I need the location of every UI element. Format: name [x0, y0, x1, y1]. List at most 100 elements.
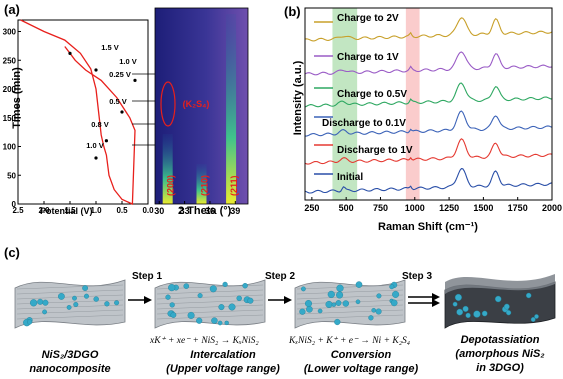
annotation-label: 0.5 V	[109, 97, 127, 106]
amorphous-nis2-particle	[454, 293, 462, 301]
kxnis2-particle	[168, 284, 176, 292]
amorphous-nis2-particle	[503, 303, 510, 310]
caption-line: (amorphous NiS₂	[455, 348, 545, 360]
amorphous-nis2-particle	[465, 312, 471, 319]
raman-series-line	[304, 138, 553, 165]
mesh-line	[296, 309, 404, 315]
series-label-charge-1v: Charge to 1V	[337, 52, 399, 63]
caption-line: Depotassiation	[460, 334, 540, 346]
caption-line: (Upper voltage range)	[166, 363, 280, 375]
kxnis2-particle	[209, 285, 217, 293]
step-2-label: Step 2	[265, 271, 296, 282]
annotation-label: 0.8 V	[91, 120, 109, 129]
y-tick-label: 300	[3, 28, 17, 37]
caption-line: nanocomposite	[29, 363, 111, 375]
raman-series-line	[305, 110, 553, 137]
raman-series-line	[304, 82, 553, 108]
annotation-label: 1.0 V	[86, 141, 104, 150]
equation-intercalation: xK⁺ + xe⁻ + NiS₂ → KₓNiS₂	[150, 336, 259, 346]
x-tick-label: 250	[304, 203, 319, 213]
x-tick-label: 39	[230, 206, 240, 216]
mesh-line	[296, 294, 404, 300]
nis2-particle	[42, 309, 47, 315]
peak-label: (200)	[166, 175, 176, 196]
highlight-band	[405, 8, 420, 200]
nis2-particle	[27, 319, 33, 325]
caption-line: (Lower voltage range)	[303, 363, 419, 375]
xlabel-two-theta: 2 Theta (°)	[178, 205, 232, 217]
nis2-particle	[42, 299, 49, 306]
caption-line: in 3DGO)	[476, 362, 524, 374]
ni-particle	[336, 284, 344, 292]
caption-nanocomposite: NiS₂/3DGO nanocomposite	[20, 348, 120, 376]
mesh-line	[16, 284, 124, 290]
nis2-particle	[104, 301, 110, 307]
amorphous-nis2-particle	[452, 301, 458, 307]
heatmap-peak	[162, 134, 173, 204]
ni-particle	[335, 300, 342, 306]
mesh-line	[156, 304, 264, 310]
ni-particle	[331, 302, 336, 307]
caption-line: Intercalation	[190, 349, 256, 361]
k2s4-label: (K₂S₄)	[183, 99, 210, 109]
k2s4-region-ellipse	[160, 81, 176, 127]
panel-label-c: (c)	[4, 245, 20, 260]
ni-particle	[336, 291, 344, 299]
mesh-line	[16, 289, 124, 295]
y-tick-label: 200	[3, 85, 17, 94]
x-tick-label: 0.0	[142, 206, 154, 215]
ni-particle	[305, 300, 313, 308]
ni-particle	[334, 318, 341, 326]
kxnis2-particle	[218, 304, 225, 311]
x-tick-label: 36	[205, 206, 215, 216]
mesh-line	[16, 314, 124, 320]
annotation-point	[94, 68, 98, 72]
x-tick-label: 33	[180, 206, 190, 216]
annotation-point	[68, 51, 72, 55]
caption-line: NiS₂/3DGO	[41, 349, 99, 361]
caption-conversion: Conversion (Lower voltage range)	[296, 348, 426, 376]
annotation-label: 1.5 V	[101, 43, 119, 52]
mesh-line	[296, 284, 404, 290]
peak-label: (211)	[229, 175, 239, 196]
kxnis2-particle	[224, 320, 229, 326]
xlabel-potential: Potential (V)	[40, 206, 93, 216]
ni-particle	[300, 286, 306, 292]
kxnis2-particle	[170, 312, 177, 318]
x-tick-label: 1750	[508, 203, 528, 213]
kxnis2-particle	[169, 302, 175, 308]
x-tick-label: 500	[339, 203, 354, 213]
kxnis2-particle	[236, 295, 242, 301]
nis2-particle	[114, 300, 120, 306]
kxnis2-particle	[217, 320, 223, 326]
panel-label-a: (a)	[4, 2, 20, 17]
y-tick-label: 50	[7, 171, 16, 180]
x-tick-label: 0.5	[116, 206, 128, 215]
step-1-label: Step 1	[132, 271, 163, 282]
equation-conversion: KₓNiS₂ + K⁺ + e⁻ → Ni + K₂S₄	[289, 336, 411, 346]
series-label-initial: Initial	[337, 172, 364, 183]
ni-particle	[299, 308, 306, 315]
nis2-particle	[83, 293, 89, 299]
x-tick-label: 2.0	[38, 206, 50, 215]
annotation-label: 0.25 V	[109, 70, 131, 79]
annotation-label: 1.0 V	[119, 57, 137, 66]
kxnis2-particle	[197, 293, 203, 299]
amorphous-nis2-particle	[526, 292, 532, 299]
kxnis2-particle	[165, 294, 171, 300]
panel-label-b: (b)	[284, 4, 301, 19]
mesh-line	[16, 294, 124, 300]
ni-particle	[392, 290, 400, 298]
amorphous-nis2-particle	[481, 310, 488, 317]
x-tick-label: 1000	[405, 203, 425, 213]
mesh-line	[296, 289, 404, 295]
kxnis2-particle	[211, 317, 218, 324]
nis2-particle	[66, 304, 72, 310]
caption-line: Conversion	[330, 349, 392, 361]
nis2-particle	[82, 285, 89, 291]
plot-frame	[17, 19, 149, 205]
series-label-charge-0-5v: Charge to 0.5V	[337, 89, 408, 100]
kxnis2-particle	[183, 283, 190, 289]
amorphous-nis2-particle	[530, 317, 536, 322]
ni-particle	[390, 299, 398, 307]
